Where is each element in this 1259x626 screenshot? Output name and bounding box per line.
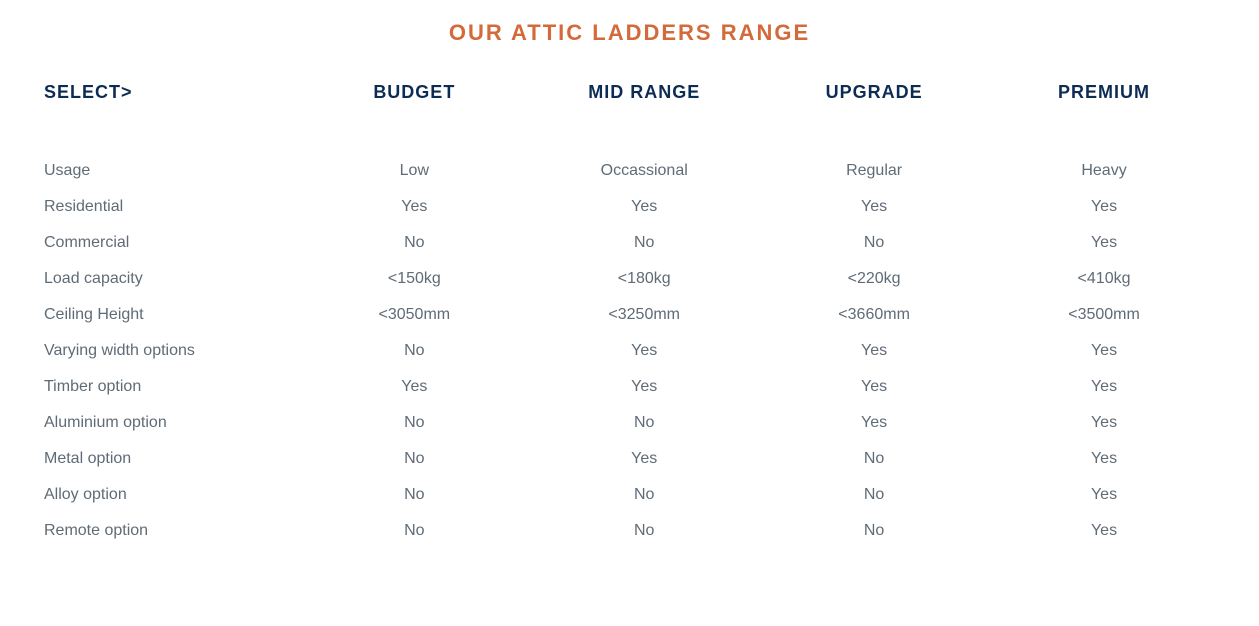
feature-value: No (759, 477, 989, 513)
feature-value: Yes (759, 369, 989, 405)
feature-value: Yes (759, 405, 989, 441)
feature-value: No (529, 405, 759, 441)
comparison-table-body: UsageLowOccassionalRegularHeavyResidenti… (40, 153, 1219, 549)
feature-value: <3500mm (989, 297, 1219, 333)
feature-value: Low (299, 153, 529, 189)
feature-value: No (299, 477, 529, 513)
feature-value: <3250mm (529, 297, 759, 333)
feature-label: Commercial (40, 225, 299, 261)
feature-value: <3050mm (299, 297, 529, 333)
feature-value: Yes (989, 189, 1219, 225)
column-header-budget[interactable]: BUDGET (299, 74, 529, 153)
column-header-midrange[interactable]: MID RANGE (529, 74, 759, 153)
feature-value: No (759, 513, 989, 549)
table-row: Alloy optionNoNoNoYes (40, 477, 1219, 513)
feature-value: <3660mm (759, 297, 989, 333)
feature-value: Yes (989, 369, 1219, 405)
feature-value: Regular (759, 153, 989, 189)
feature-value: Yes (759, 189, 989, 225)
feature-label: Load capacity (40, 261, 299, 297)
feature-value: No (529, 477, 759, 513)
feature-value: Yes (759, 333, 989, 369)
feature-label: Varying width options (40, 333, 299, 369)
feature-value: No (299, 225, 529, 261)
feature-value: No (759, 441, 989, 477)
column-header-premium[interactable]: PREMIUM (989, 74, 1219, 153)
feature-value: Yes (529, 441, 759, 477)
table-row: Load capacity<150kg<180kg<220kg<410kg (40, 261, 1219, 297)
table-row: Varying width optionsNoYesYesYes (40, 333, 1219, 369)
feature-value: <410kg (989, 261, 1219, 297)
table-row: Ceiling Height<3050mm<3250mm<3660mm<3500… (40, 297, 1219, 333)
feature-value: Yes (989, 333, 1219, 369)
feature-value: No (299, 333, 529, 369)
table-row: UsageLowOccassionalRegularHeavy (40, 153, 1219, 189)
table-row: Aluminium optionNoNoYesYes (40, 405, 1219, 441)
feature-label: Timber option (40, 369, 299, 405)
feature-value: No (299, 513, 529, 549)
feature-label: Metal option (40, 441, 299, 477)
feature-label: Residential (40, 189, 299, 225)
feature-value: No (529, 225, 759, 261)
feature-value: Yes (989, 513, 1219, 549)
feature-value: Yes (989, 225, 1219, 261)
column-header-upgrade[interactable]: UPGRADE (759, 74, 989, 153)
feature-value: Heavy (989, 153, 1219, 189)
feature-value: No (759, 225, 989, 261)
feature-value: <150kg (299, 261, 529, 297)
feature-value: Yes (989, 441, 1219, 477)
feature-value: Yes (989, 477, 1219, 513)
feature-label: Ceiling Height (40, 297, 299, 333)
feature-value: Yes (529, 333, 759, 369)
feature-value: Yes (299, 369, 529, 405)
table-row: Metal optionNoYesNoYes (40, 441, 1219, 477)
comparison-table: SELECT> BUDGET MID RANGE UPGRADE PREMIUM… (40, 74, 1219, 549)
table-row: ResidentialYesYesYesYes (40, 189, 1219, 225)
feature-label: Alloy option (40, 477, 299, 513)
feature-value: No (529, 513, 759, 549)
table-row: Remote optionNoNoNoYes (40, 513, 1219, 549)
feature-value: Occassional (529, 153, 759, 189)
feature-label: Aluminium option (40, 405, 299, 441)
feature-value: Yes (529, 369, 759, 405)
feature-label: Usage (40, 153, 299, 189)
feature-label: Remote option (40, 513, 299, 549)
feature-value: Yes (529, 189, 759, 225)
page-title: OUR ATTIC LADDERS RANGE (40, 20, 1219, 46)
header-row: SELECT> BUDGET MID RANGE UPGRADE PREMIUM (40, 74, 1219, 153)
feature-value: No (299, 441, 529, 477)
feature-value: No (299, 405, 529, 441)
feature-value: <180kg (529, 261, 759, 297)
feature-value: Yes (989, 405, 1219, 441)
select-header[interactable]: SELECT> (40, 74, 299, 153)
table-row: Timber optionYesYesYesYes (40, 369, 1219, 405)
feature-value: Yes (299, 189, 529, 225)
table-row: CommercialNoNoNoYes (40, 225, 1219, 261)
feature-value: <220kg (759, 261, 989, 297)
